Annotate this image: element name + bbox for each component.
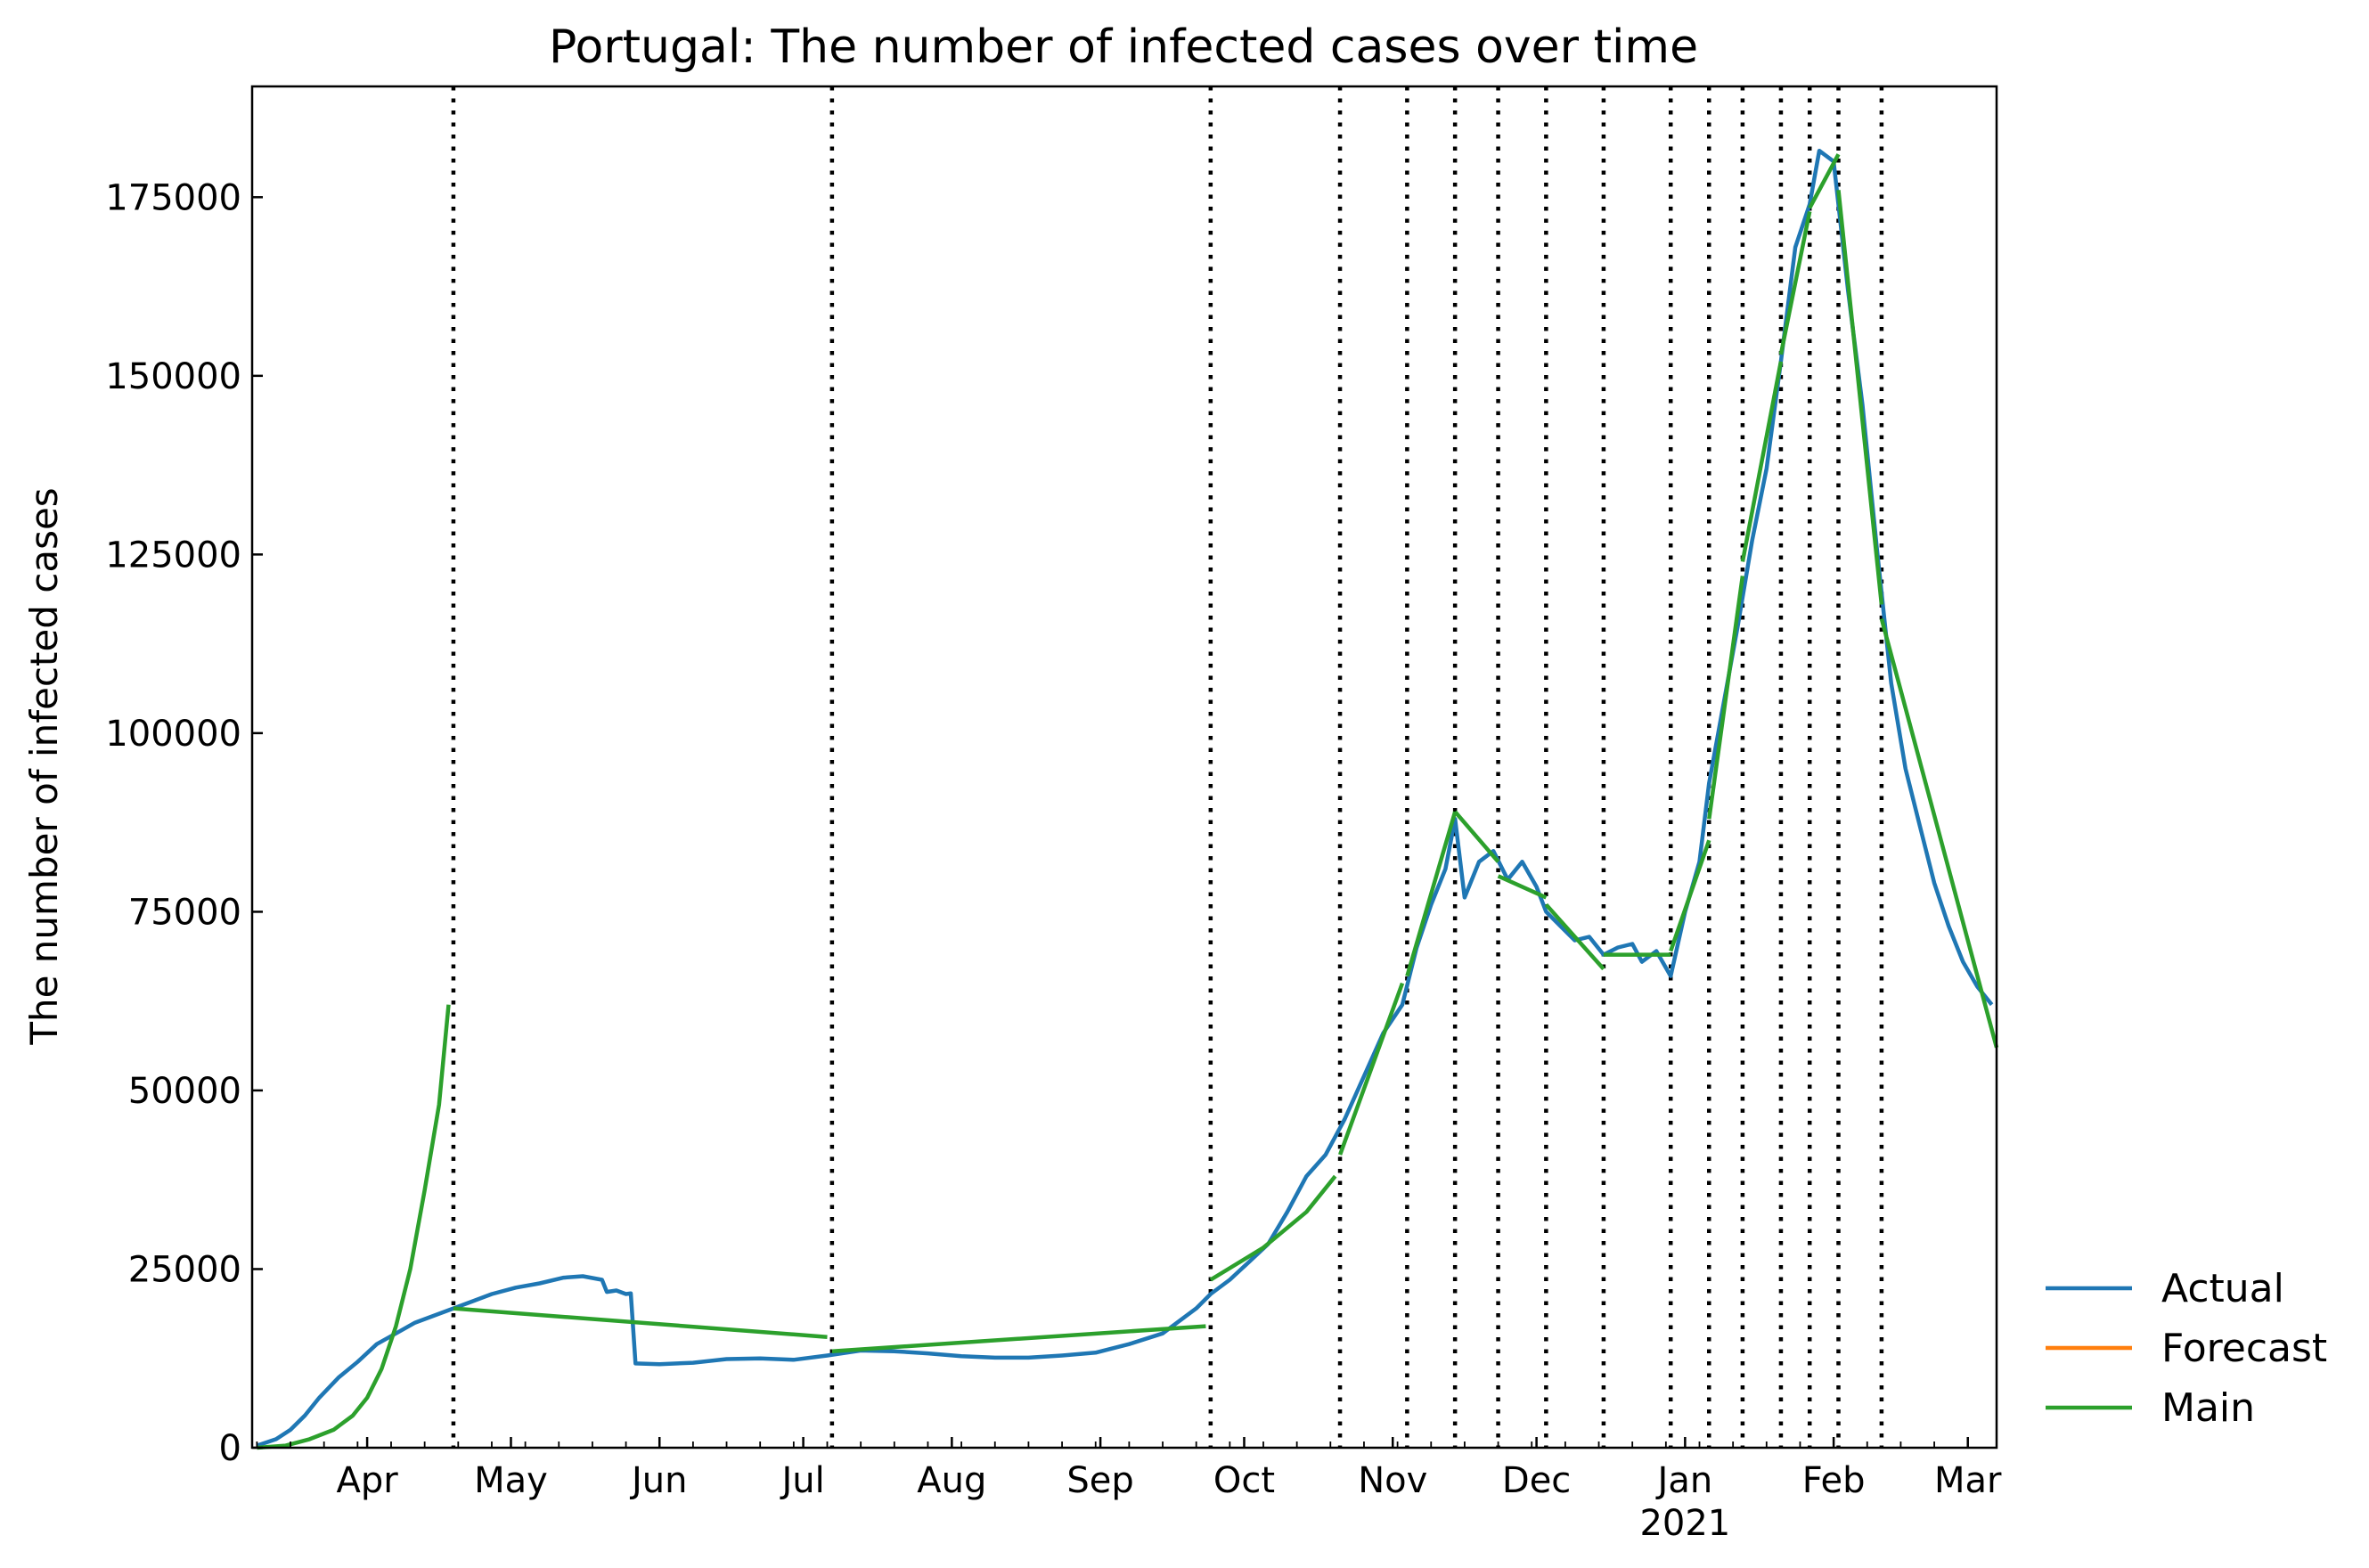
x-tick-label: Apr	[336, 1460, 398, 1501]
y-tick-label: 175000	[105, 177, 241, 218]
x-tick-sublabel: 2021	[1639, 1503, 1730, 1544]
series-line-main	[1808, 153, 1841, 209]
series-line-main	[1544, 902, 1605, 971]
y-tick-label: 125000	[105, 535, 241, 576]
x-tick-label: Oct	[1213, 1460, 1275, 1501]
x-tick-label: Nov	[1358, 1460, 1427, 1501]
y-tick-label: 150000	[105, 356, 241, 397]
series-line-main	[257, 1004, 451, 1450]
series-layer	[256, 148, 1999, 1450]
y-tick-label: 100000	[105, 714, 241, 755]
series-line-main	[831, 1324, 1206, 1353]
x-tick-label: Aug	[917, 1460, 986, 1501]
legend: Actual Forecast Main	[2046, 1266, 2327, 1431]
plot-area	[250, 85, 1999, 1450]
chart-title: Portugal: The number of infected cases o…	[549, 20, 1698, 74]
x-tick-label: Jan	[1655, 1460, 1713, 1501]
series-line-main	[1879, 618, 1999, 1049]
x-tick-label: Jun	[629, 1460, 688, 1501]
series-line-main	[1497, 874, 1548, 900]
series-line-actual	[256, 148, 1994, 1448]
series-line-main	[1209, 1174, 1337, 1282]
series-line-main	[1836, 190, 1884, 605]
x-tick-label: Sep	[1066, 1460, 1133, 1501]
series-line-main	[1707, 576, 1745, 820]
x-tick-label: Feb	[1802, 1460, 1866, 1501]
legend-label-actual: Actual	[2161, 1266, 2284, 1311]
change-point-lines	[451, 86, 1884, 1448]
y-axis-ticks: 0 25000 50000 75000 100000 125000 150000 175000	[105, 177, 263, 1469]
series-line-main	[1669, 839, 1711, 952]
legend-label-main: Main	[2161, 1385, 2255, 1431]
series-line-main	[1337, 982, 1405, 1156]
legend-label-forecast: Forecast	[2161, 1326, 2327, 1371]
x-tick-label: Jul	[779, 1460, 824, 1501]
series-line-main	[1740, 361, 1784, 562]
x-tick-label: Mar	[1934, 1460, 2002, 1501]
y-tick-label: 0	[219, 1428, 241, 1469]
plot-frame	[250, 85, 1998, 1450]
series-line-main	[1405, 811, 1458, 977]
y-axis-label: The number of infected cases	[22, 487, 66, 1045]
series-line-main	[453, 1306, 828, 1339]
x-tick-label: Dec	[1502, 1460, 1571, 1501]
series-line-main	[1778, 210, 1812, 355]
series-line-main	[1453, 810, 1500, 863]
y-tick-label: 25000	[128, 1249, 241, 1290]
y-tick-label: 50000	[128, 1071, 241, 1112]
y-tick-label: 75000	[128, 892, 241, 933]
x-tick-label: May	[474, 1460, 548, 1501]
